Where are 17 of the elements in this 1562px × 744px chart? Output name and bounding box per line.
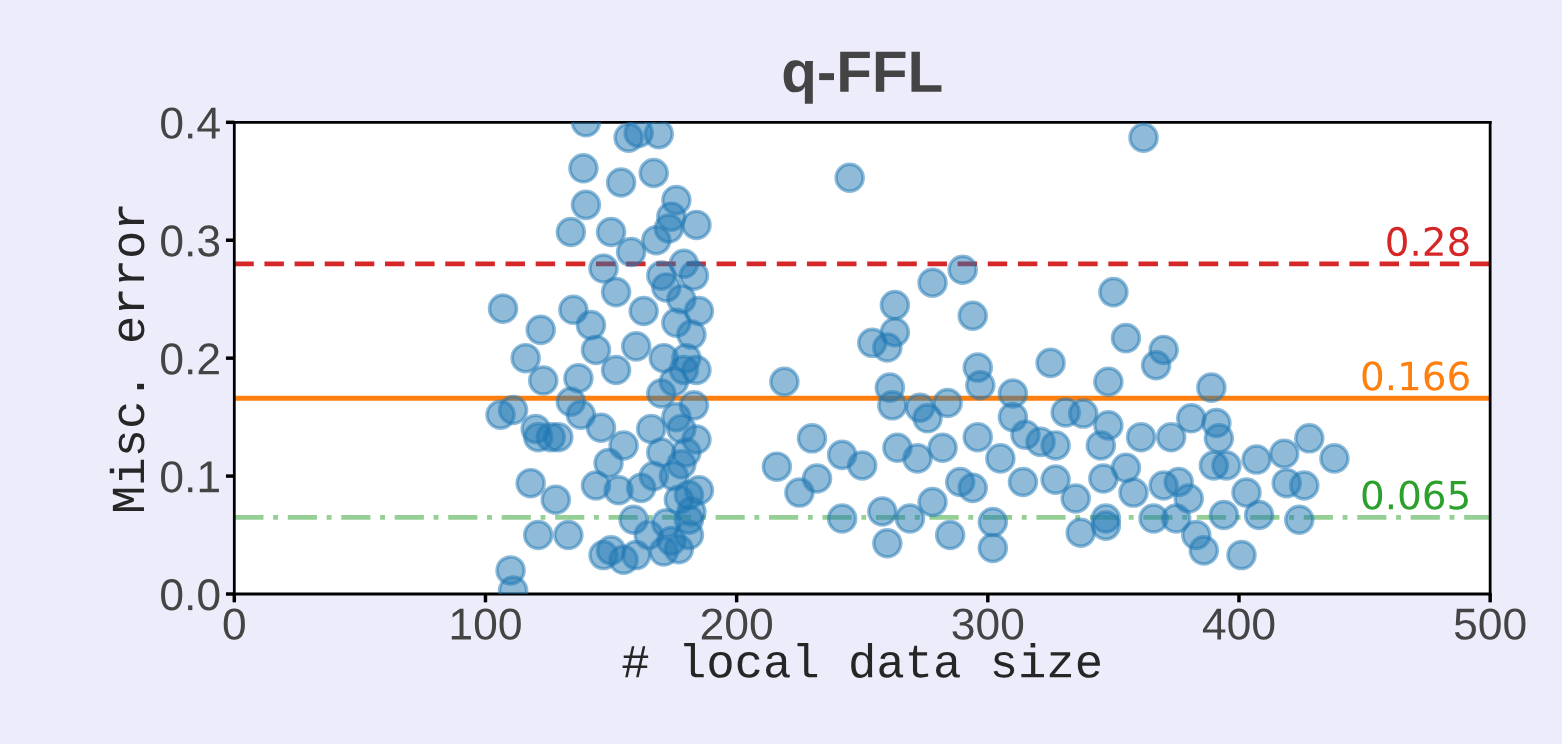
chart-title: q-FFL [783,51,942,104]
y-tick-label: 0.3 [161,225,220,257]
x-tick-label: 300 [952,608,1024,640]
ref-line-label: 0.166 [1362,361,1469,391]
y-tick-label: 0.0 [161,579,220,611]
y-tick-label: 0.1 [161,461,219,493]
ref-line-label: 0.28 [1387,226,1469,257]
x-tick-label: 500 [1454,608,1526,640]
x-tick-label: 200 [701,608,772,640]
ref-line-label: 0.065 [1362,480,1468,510]
y-tick-label: 0.4 [161,107,220,139]
y-axis-title: Misc. error [109,206,145,512]
x-axis-title: # local data size [622,643,1100,678]
x-tick-label: 400 [1202,608,1275,640]
x-tick-label: 0 [223,608,245,640]
x-tick-label: 100 [451,608,521,640]
y-tick-label: 0.2 [161,343,219,375]
